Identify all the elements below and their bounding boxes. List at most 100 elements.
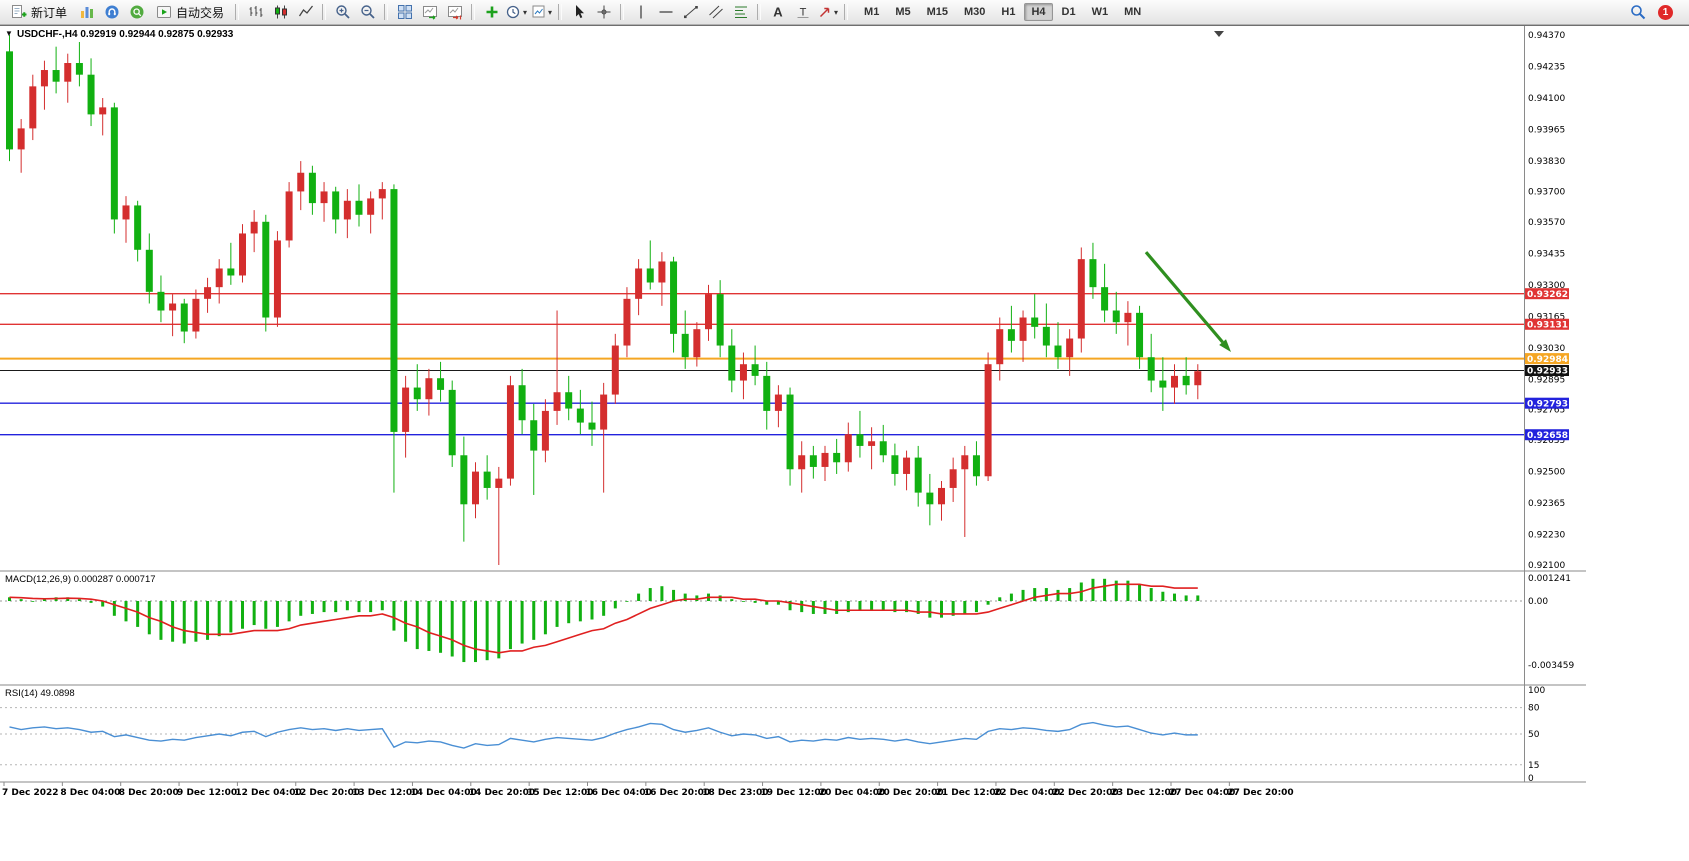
candle — [413, 387, 421, 400]
time-axis-label: 8 Dec 20:00 — [119, 788, 179, 798]
horizontal-line-button[interactable] — [653, 1, 678, 23]
arrows-button[interactable]: ▾ — [815, 1, 840, 23]
templates-button[interactable]: ▾ — [529, 1, 554, 23]
bar-chart-button[interactable] — [243, 1, 268, 23]
macd-signal-line — [9, 583, 1198, 654]
toolbar-right-group: 1 — [1625, 1, 1685, 23]
line-chart-button[interactable] — [293, 1, 318, 23]
time-axis[interactable]: 7 Dec 2022 8 Dec 04:008 Dec 20:009 Dec 12… — [2, 782, 1294, 798]
timeframe-m1-button[interactable]: M1 — [864, 6, 880, 18]
candle — [739, 364, 747, 381]
fibonacci-button[interactable] — [728, 1, 753, 23]
zoom-out-icon — [360, 5, 375, 19]
toolbar-separator — [558, 4, 563, 20]
candle — [751, 364, 759, 376]
community-button[interactable] — [99, 1, 124, 23]
chart-shift-button[interactable] — [442, 1, 467, 23]
rsi-axis-label: 100 — [1528, 686, 1545, 696]
tile-windows-icon — [397, 5, 412, 19]
charts-button[interactable] — [74, 1, 99, 23]
clock-icon — [506, 5, 520, 19]
candle — [145, 249, 153, 292]
new-order-button[interactable]: 新订单 — [4, 1, 74, 23]
chart-shift-icon — [447, 6, 462, 20]
price-axis-label: 0.92895 — [1528, 375, 1565, 385]
community-icon — [105, 5, 119, 19]
periods-button[interactable]: ▾ — [504, 1, 529, 23]
time-axis-label: 12 Dec 20:00 — [294, 788, 360, 798]
candle — [1077, 259, 1085, 339]
candle — [728, 345, 736, 381]
vertical-line-button[interactable] — [628, 1, 653, 23]
tile-windows-button[interactable] — [392, 1, 417, 23]
autotrading-button[interactable]: 自动交易 — [149, 1, 231, 23]
candle — [565, 392, 573, 409]
fibonacci-icon — [734, 6, 747, 18]
time-axis-label: 15 Dec 12:00 — [527, 788, 593, 798]
candle — [938, 487, 945, 505]
timeframe-m5-button[interactable]: M5 — [895, 6, 911, 18]
chart-shift-marker[interactable] — [1214, 31, 1224, 37]
candle — [40, 70, 48, 87]
timeframe-d1-button[interactable]: D1 — [1061, 6, 1076, 18]
candle — [541, 410, 549, 451]
candlestick-chart-button[interactable] — [268, 1, 293, 23]
candlestick-icon — [274, 5, 287, 19]
candle — [250, 221, 258, 234]
price-axis-label: 0.92500 — [1528, 468, 1565, 478]
rsi-axis-label: 80 — [1528, 704, 1540, 714]
timeframe-m15-button[interactable]: M15 — [926, 6, 948, 18]
candle — [402, 387, 410, 432]
timeframe-mn-button[interactable]: MN — [1124, 6, 1142, 18]
price-axis[interactable]: 0.94370 0.94235 0.94100 0.93965 0.93830 0.937… — [1525, 31, 1569, 571]
crosshair-button[interactable] — [591, 1, 616, 23]
candle — [1031, 317, 1039, 327]
zoom-out-button[interactable] — [355, 1, 380, 23]
price-tag: 0.92793 — [1525, 397, 1569, 409]
chevron-down-icon: ▾ — [523, 7, 528, 17]
price-axis-label: 0.93570 — [1528, 218, 1565, 228]
candle — [180, 303, 188, 332]
notification-badge[interactable]: 1 — [1658, 4, 1673, 20]
timeframe-h4-button[interactable]: H4 — [1024, 3, 1053, 21]
channel-button[interactable] — [703, 1, 728, 23]
template-icon — [532, 5, 545, 18]
candle — [297, 172, 305, 192]
search-button[interactable] — [1625, 1, 1650, 23]
cursor-button[interactable] — [566, 1, 591, 23]
timeframe-m30-button[interactable]: M30 — [964, 6, 986, 18]
candle — [262, 221, 270, 318]
support-icon — [130, 5, 144, 19]
timeframe-w1-button[interactable]: W1 — [1091, 6, 1109, 18]
candle — [204, 287, 212, 299]
candle — [75, 63, 83, 75]
price-chart[interactable]: 0.94370 0.94235 0.94100 0.93965 0.93830 0.937… — [0, 26, 1689, 800]
auto-scroll-button[interactable] — [417, 1, 442, 23]
trendline-button[interactable] — [678, 1, 703, 23]
candle — [343, 200, 351, 220]
horizontal-levels[interactable] — [0, 292, 1524, 436]
trend-arrow-annotation[interactable] — [1144, 251, 1231, 352]
candle — [99, 107, 107, 115]
support-button[interactable] — [124, 1, 149, 23]
chart-window[interactable]: 0.94370 0.94235 0.94100 0.93965 0.93830 0.937… — [0, 25, 1689, 800]
candle — [972, 455, 980, 477]
toolbar-separator — [620, 4, 625, 20]
rsi-axis-label: 0 — [1528, 774, 1534, 784]
candle — [600, 394, 608, 430]
text-button[interactable]: A — [765, 1, 790, 23]
candle — [1147, 357, 1155, 381]
text-label-button[interactable]: T — [790, 1, 815, 23]
timeframe-h1-button[interactable]: H1 — [1001, 6, 1016, 18]
price-axis-label: 0.93700 — [1528, 187, 1565, 197]
time-axis-label: 21 Dec 12:00 — [936, 788, 1002, 798]
zoom-in-button[interactable] — [330, 1, 355, 23]
candle — [215, 268, 223, 288]
candle — [611, 345, 619, 395]
main-toolbar: 新订单 自动交易 ▾ ▾ A T ▾ — [0, 0, 1689, 25]
toolbar-separator — [235, 4, 240, 20]
indicators-button[interactable] — [479, 1, 504, 23]
candle — [996, 329, 1004, 365]
time-axis-label: 20 Dec 04:00 — [819, 788, 885, 798]
one-click-trading-toggle[interactable]: ▼ — [5, 29, 13, 38]
